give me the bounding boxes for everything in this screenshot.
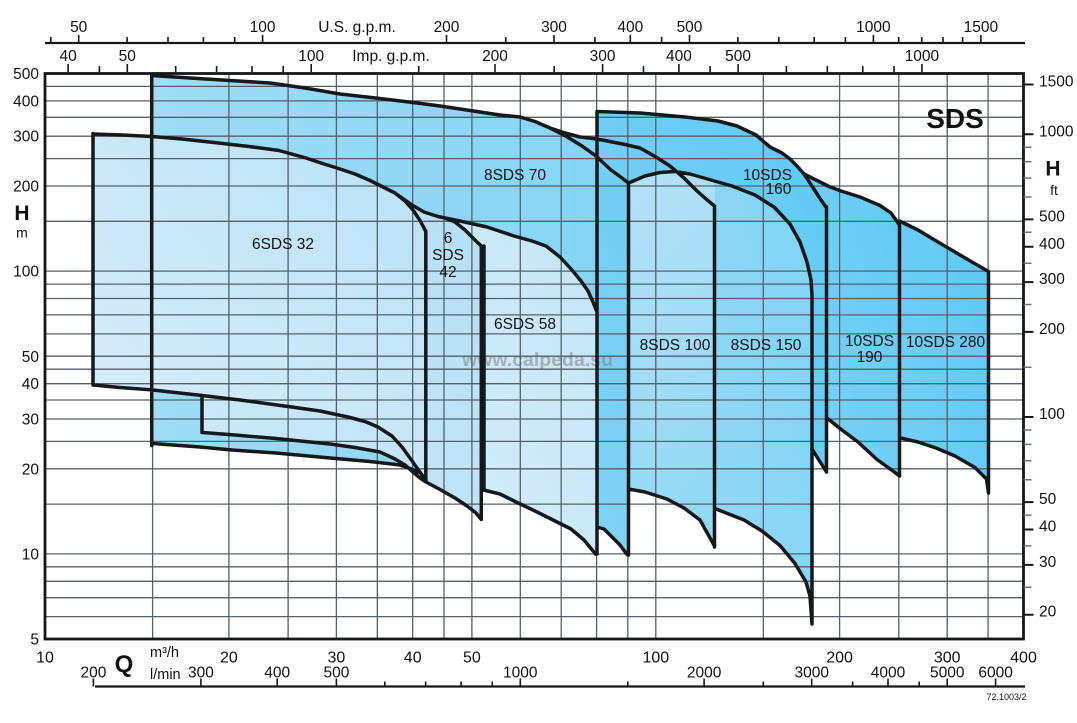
svg-text:500: 500	[1039, 208, 1065, 225]
svg-text:m: m	[16, 225, 28, 241]
svg-text:200: 200	[80, 665, 106, 682]
svg-text:10SDS: 10SDS	[743, 167, 792, 184]
svg-text:500: 500	[725, 48, 751, 65]
svg-text:5: 5	[30, 632, 39, 649]
svg-text:50: 50	[70, 19, 88, 36]
svg-text:3000: 3000	[794, 665, 829, 682]
svg-text:72.1003/2: 72.1003/2	[986, 692, 1026, 702]
svg-text:1500: 1500	[964, 19, 999, 36]
svg-text:40: 40	[1039, 519, 1057, 536]
svg-text:U.S. g.p.m.: U.S. g.p.m.	[318, 19, 396, 36]
svg-text:5000: 5000	[930, 665, 965, 682]
svg-text:www.calpeda.su: www.calpeda.su	[461, 349, 613, 371]
svg-text:6000: 6000	[978, 665, 1013, 682]
svg-text:1000: 1000	[503, 665, 538, 682]
svg-text:1000: 1000	[905, 48, 940, 65]
svg-text:400: 400	[1039, 236, 1065, 253]
svg-text:20: 20	[1039, 604, 1057, 621]
svg-text:30: 30	[1039, 554, 1057, 571]
svg-text:Q: Q	[115, 651, 134, 678]
svg-text:H: H	[1045, 158, 1060, 181]
svg-text:10: 10	[36, 650, 54, 667]
svg-text:20: 20	[220, 650, 238, 667]
svg-text:40: 40	[59, 48, 77, 65]
svg-text:400: 400	[264, 665, 290, 682]
svg-text:300: 300	[188, 665, 214, 682]
svg-text:SDS: SDS	[926, 103, 984, 134]
svg-text:300: 300	[934, 650, 961, 667]
svg-text:200: 200	[434, 19, 460, 36]
svg-text:8SDS 150: 8SDS 150	[731, 337, 802, 354]
svg-text:300: 300	[541, 19, 567, 36]
svg-text:30: 30	[328, 650, 346, 667]
svg-text:100: 100	[298, 48, 324, 65]
svg-text:10SDS: 10SDS	[845, 333, 894, 350]
svg-text:400: 400	[617, 19, 643, 36]
svg-text:100: 100	[250, 19, 276, 36]
svg-text:500: 500	[323, 665, 349, 682]
svg-text:8SDS 70: 8SDS 70	[484, 167, 546, 184]
svg-text:500: 500	[13, 66, 39, 83]
svg-text:200: 200	[13, 179, 39, 196]
svg-text:42: 42	[439, 264, 456, 281]
svg-text:200: 200	[482, 48, 508, 65]
svg-text:6SDS 32: 6SDS 32	[252, 236, 314, 253]
svg-text:500: 500	[677, 19, 703, 36]
svg-text:10: 10	[22, 546, 40, 563]
svg-text:30: 30	[22, 412, 40, 429]
svg-text:400: 400	[1010, 650, 1037, 667]
svg-text:50: 50	[463, 650, 481, 667]
svg-text:m³/h: m³/h	[150, 645, 179, 661]
svg-text:6: 6	[444, 230, 453, 247]
svg-text:200: 200	[1039, 321, 1065, 338]
svg-text:50: 50	[119, 48, 137, 65]
svg-text:190: 190	[857, 349, 883, 366]
svg-text:2000: 2000	[687, 665, 722, 682]
svg-text:50: 50	[22, 349, 40, 366]
svg-text:100: 100	[1039, 406, 1065, 423]
svg-text:300: 300	[13, 129, 39, 146]
svg-text:6SDS 58: 6SDS 58	[494, 316, 556, 333]
svg-text:300: 300	[590, 48, 616, 65]
svg-text:1500: 1500	[1039, 74, 1074, 91]
svg-text:Imp. g.p.m.: Imp. g.p.m.	[352, 48, 430, 65]
svg-text:100: 100	[13, 264, 39, 281]
svg-text:400: 400	[666, 48, 692, 65]
svg-text:H: H	[14, 202, 29, 225]
svg-text:l/min: l/min	[150, 667, 181, 683]
svg-text:300: 300	[1039, 271, 1065, 288]
svg-text:400: 400	[13, 93, 39, 110]
svg-text:50: 50	[1039, 491, 1057, 508]
svg-text:ft: ft	[1050, 182, 1058, 198]
svg-text:40: 40	[22, 376, 40, 393]
svg-text:10SDS 280: 10SDS 280	[906, 334, 986, 351]
svg-text:8SDS 100: 8SDS 100	[640, 337, 711, 354]
svg-text:1000: 1000	[856, 19, 891, 36]
svg-text:1000: 1000	[1039, 123, 1074, 140]
svg-text:20: 20	[22, 461, 40, 478]
svg-text:4000: 4000	[871, 665, 906, 682]
svg-text:40: 40	[404, 650, 422, 667]
svg-text:100: 100	[642, 650, 669, 667]
svg-text:200: 200	[826, 650, 853, 667]
svg-text:SDS: SDS	[432, 247, 464, 264]
svg-text:160: 160	[766, 181, 792, 198]
